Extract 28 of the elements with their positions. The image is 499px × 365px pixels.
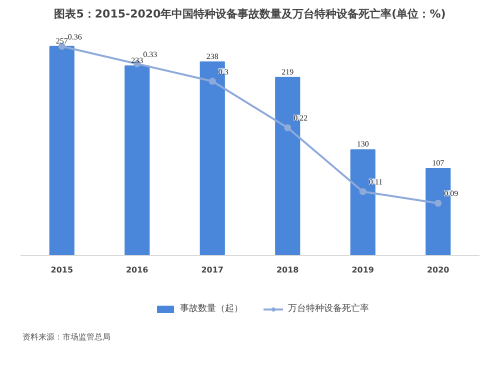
data-label: 238 — [206, 52, 218, 61]
bar — [124, 65, 150, 256]
data-label: 233 — [131, 56, 144, 65]
data-label: 257 — [56, 36, 68, 46]
x-tick-label: 2020 — [426, 266, 450, 274]
data-label: 0.3 — [218, 67, 228, 76]
data-label: 107 — [432, 158, 444, 168]
text: 资料来源：市场监管总局 — [22, 332, 110, 342]
data-label: 130 — [356, 140, 369, 149]
x-tick-label: 2018 — [276, 266, 300, 274]
point — [208, 78, 216, 85]
data-label: 0.11 — [368, 178, 383, 187]
point — [434, 200, 442, 207]
x-tick-label: 2019 — [352, 266, 374, 274]
data-label: 0.33 — [143, 50, 158, 59]
x-tick-label: 2016 — [126, 266, 149, 274]
data-label: 219 — [282, 67, 294, 76]
point — [359, 188, 366, 196]
legend-label: 事故数量（起） — [180, 302, 243, 315]
chart-title: 图表5：2015-2020年中国特种设备事故数量及万台特种设备死亡率(单位：%) — [54, 8, 446, 20]
bar — [49, 46, 74, 256]
data-label: 0.36 — [68, 32, 82, 42]
legend-label: 万台特种设备死亡率 — [288, 302, 369, 315]
x-tick-label: 2017 — [201, 266, 224, 274]
point — [284, 124, 292, 132]
data-label: 0.09 — [444, 189, 458, 198]
data-label: 0.22 — [294, 114, 308, 123]
x-tick-label: 2015 — [50, 266, 74, 274]
